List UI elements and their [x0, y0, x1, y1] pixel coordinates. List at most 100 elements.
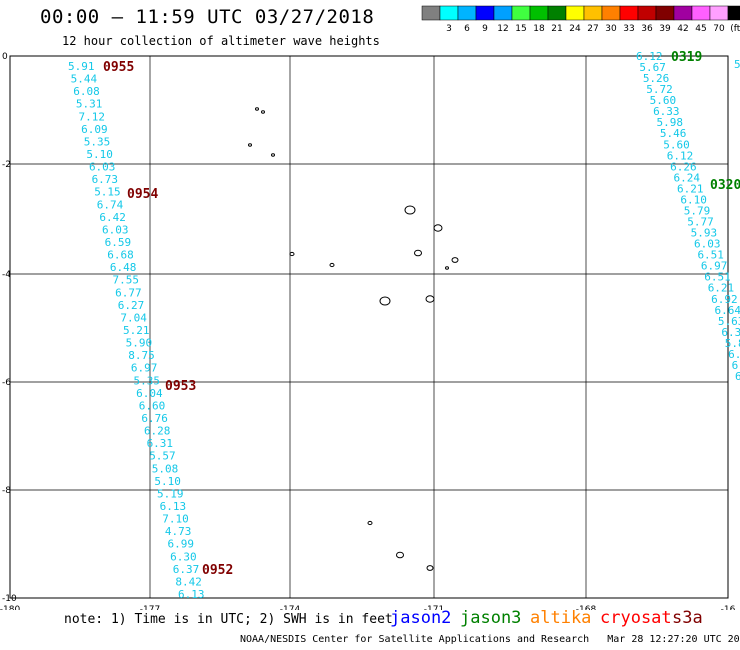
legend-label: 45 [695, 24, 706, 34]
swh-value: 6.77 [115, 286, 141, 299]
legend-label: 21 [551, 24, 562, 34]
latitude-tick: -2 [2, 160, 11, 170]
swh-value: 4.73 [165, 525, 192, 538]
swh-value: 5.79 [684, 204, 711, 217]
satellite-legend-s3a: s3a [672, 608, 703, 628]
swh-value: 6.73 [92, 173, 119, 186]
island-outlines [248, 107, 459, 571]
swh-value: 6.03 [694, 238, 721, 251]
legend-label: 27 [587, 24, 598, 34]
island-outline [445, 266, 449, 270]
swh-value: 6.03 [89, 161, 116, 174]
island-outline [404, 205, 416, 215]
swh-value: 5.67 [639, 61, 666, 74]
map-title: 00:00 – 11:59 UTC 03/27/2018 [40, 6, 375, 28]
longitude-tick: -16 [721, 605, 736, 610]
swh-value: 6.99 [168, 538, 195, 551]
swh-value: 6.42 [99, 211, 126, 224]
graticule: -180 -177 -174 -171 -168 -16 0 -2 -4 -6 -8 -10 [0, 52, 736, 610]
units-note: note: 1) Time is in UTC; 2) SWH is in fe… [64, 612, 393, 627]
island-outline [255, 107, 259, 111]
legend-swatch [511, 5, 531, 21]
island-outline [396, 551, 404, 559]
island-outline [433, 224, 443, 232]
legend-swatch [673, 5, 693, 21]
legend-swatch [637, 5, 657, 21]
swh-value: 5.26 [643, 72, 670, 85]
island-outline [261, 110, 265, 114]
swh-value: 6.28 [144, 425, 171, 438]
swh-value: 5.19 [157, 487, 184, 500]
swh-value: 5 [734, 58, 740, 71]
swh-value: 7.04 [120, 311, 147, 324]
legend-swatch [565, 5, 585, 21]
swh-value: 5.21 [123, 324, 150, 337]
swh-value: 5.15 [94, 186, 121, 199]
legend-swatch [727, 5, 740, 21]
swh-value: 5.10 [154, 475, 181, 488]
swh-value: 6.13 [160, 500, 187, 513]
island-outline [451, 257, 459, 263]
legend-label: 70 [713, 24, 725, 34]
swh-value: 5.35 [133, 374, 160, 387]
legend-swatch [475, 5, 495, 21]
swh-value: 6.64 [715, 304, 740, 317]
swh-value: 6.27 [118, 299, 145, 312]
pass-time-label: 0320 [710, 178, 740, 193]
swh-value: 5.46 [660, 127, 687, 140]
satellite-legend-jason2: jason2 [390, 608, 452, 628]
longitude-tick: -180 [0, 605, 20, 610]
map-subtitle: 12 hour collection of altimeter wave hei… [62, 34, 380, 48]
swh-value: 6.12 [636, 50, 663, 63]
legend-swatch [655, 5, 675, 21]
swh-value: 5.44 [71, 73, 98, 86]
legend-label: 36 [641, 24, 653, 34]
latitude-tick: -4 [2, 270, 11, 280]
swh-value: 6.08 [73, 85, 100, 98]
swh-value: 6.92 [711, 293, 738, 306]
swh-value: 7.10 [162, 513, 189, 526]
swh-value: 6 [735, 370, 740, 383]
swh-value: 6. [728, 348, 740, 361]
longitude-tick: -168 [576, 605, 597, 610]
legend-swatch [601, 5, 621, 21]
latitude-tick: -6 [2, 378, 11, 388]
legend-label: 6 [464, 24, 470, 34]
pass-time-label: 0952 [202, 563, 233, 578]
longitude-tick: -171 [424, 605, 444, 610]
swh-value: 5.35 [84, 135, 111, 148]
swh-value: 6.04 [136, 387, 163, 400]
legend-label: (ft) [730, 24, 740, 34]
legend-label: 39 [659, 24, 671, 34]
legend-label: 24 [569, 24, 581, 34]
satellite-legend-altika: altika [530, 608, 592, 628]
island-outline [271, 153, 275, 157]
swh-value: 5.63 [718, 315, 740, 328]
latitude-tick: -8 [2, 486, 11, 496]
swh-value: 6.51 [704, 271, 731, 284]
footer-credit: NOAA/NESDIS Center for Satellite Applica… [240, 634, 740, 645]
swh-value: 5.57 [149, 450, 176, 463]
swh-value: 7.55 [113, 274, 139, 287]
swh-value: 6.24 [674, 171, 701, 184]
swh-value: 6.03 [102, 223, 129, 236]
swh-value: 5.77 [687, 216, 714, 229]
swh-value: 6.97 [701, 260, 728, 273]
island-outline [379, 296, 391, 306]
pass-time-label: 0955 [103, 60, 134, 75]
swh-value: 5.93 [691, 227, 718, 240]
swh-value: 5.72 [646, 83, 673, 96]
swh-value: 5.60 [663, 138, 690, 151]
legend-label: 9 [482, 24, 488, 34]
swh-value: 6.13 [178, 588, 205, 601]
island-outline [425, 295, 435, 303]
legend-swatch [583, 5, 603, 21]
swh-value: 6.21 [708, 282, 735, 295]
swh-value: 6.26 [670, 160, 697, 173]
island-outline [367, 520, 373, 526]
swh-value: 5.98 [656, 116, 683, 129]
legend-swatch [709, 5, 729, 21]
legend-label: 33 [623, 24, 634, 34]
